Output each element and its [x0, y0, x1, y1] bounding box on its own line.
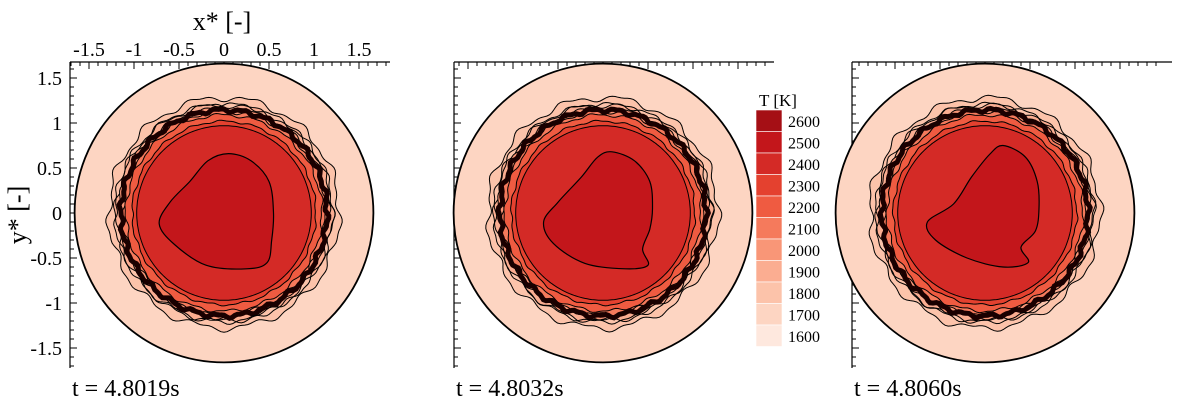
- legend-label: 2600: [788, 114, 820, 131]
- time-label: t = 4.8060s: [854, 376, 962, 402]
- legend-swatch: [755, 217, 783, 240]
- legend-swatch: [755, 152, 783, 175]
- legend-swatch: [755, 260, 783, 283]
- panel-3: t = 4.8060s: [834, 61, 1172, 402]
- x-tick-label: -1: [126, 39, 143, 61]
- legend-label: 1800: [788, 286, 820, 303]
- panel-1: t = 4.8019s: [69, 61, 390, 402]
- legend-swatch: [755, 195, 783, 218]
- legend-swatch: [755, 109, 783, 132]
- hot-core: [158, 152, 275, 270]
- legend-swatches: 2600 2500 2400 2300 2200 2100 2000 1900 1800 1700…: [755, 109, 820, 347]
- legend-swatch: [755, 238, 783, 261]
- time-label: t = 4.8019s: [72, 376, 180, 402]
- legend-label: 2500: [788, 135, 820, 152]
- hot-core: [542, 151, 654, 270]
- y-axis-label: y* [-]: [3, 186, 32, 244]
- legend-label: 2200: [788, 200, 820, 217]
- x-tick-label: 0: [219, 39, 229, 61]
- x-tick-label: 1: [309, 39, 319, 61]
- legend-swatch: [755, 324, 783, 347]
- legend-label: 1700: [788, 307, 820, 324]
- legend-label: 2400: [788, 157, 820, 174]
- legend-label: 2300: [788, 178, 820, 195]
- y-tick-label: 1.5: [37, 68, 62, 90]
- legend-label: 1600: [788, 329, 820, 346]
- y-tick-label: 1: [52, 113, 62, 135]
- legend-label: 2000: [788, 243, 820, 260]
- frame-ticks: [454, 62, 766, 367]
- legend-label: 1900: [788, 264, 820, 281]
- y-tick-label: -0.5: [30, 248, 62, 270]
- legend-swatch: [755, 174, 783, 197]
- time-label: t = 4.8032s: [456, 376, 564, 402]
- x-tick-label: 1.5: [347, 39, 372, 61]
- legend-label: 2100: [788, 221, 820, 238]
- contour-line: [492, 101, 715, 325]
- y-tick-label: 0.5: [37, 158, 62, 180]
- flame-front: [116, 106, 332, 321]
- x-axis-label: x* [-]: [193, 7, 251, 36]
- x-tick-label: -0.5: [163, 39, 195, 61]
- legend-swatch: [755, 281, 783, 304]
- legend-swatch: [755, 303, 783, 326]
- panels-layer: t = 4.8019s t = 4.8032s t = 4.8060s-1.5 -1-…: [30, 39, 1172, 402]
- legend-swatch: [755, 131, 783, 154]
- color-legend: T [K] 2600 2500 2400 2300 2200 2100 2000 1900 18…: [755, 91, 820, 347]
- hot-core: [925, 144, 1040, 268]
- panel-2: t = 4.8032s: [452, 61, 774, 402]
- flame-front: [877, 105, 1093, 321]
- y-tick-label: -1: [45, 293, 62, 315]
- x-tick-label: -1.5: [73, 39, 105, 61]
- contour-line: [113, 102, 336, 325]
- contour-line: [874, 101, 1097, 325]
- y-tick-label: -1.5: [30, 338, 62, 360]
- x-tick-label: 0.5: [257, 39, 282, 61]
- y-tick-label: 0: [52, 203, 62, 225]
- flame-front: [495, 106, 711, 321]
- legend-title: T [K]: [759, 91, 797, 110]
